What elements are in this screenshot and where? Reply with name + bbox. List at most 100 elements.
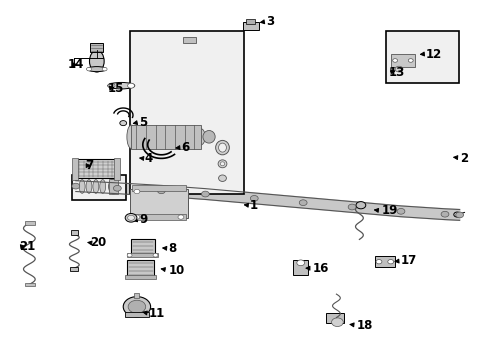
- Circle shape: [157, 188, 165, 194]
- Bar: [245, 19, 254, 24]
- Ellipse shape: [196, 129, 205, 145]
- Text: 12: 12: [425, 48, 441, 60]
- Text: 3: 3: [266, 15, 274, 28]
- Text: 2: 2: [459, 152, 467, 165]
- Ellipse shape: [218, 160, 226, 168]
- Text: 11: 11: [149, 307, 165, 320]
- Circle shape: [387, 260, 393, 264]
- Circle shape: [153, 253, 158, 257]
- Circle shape: [72, 183, 80, 189]
- Bar: [71, 230, 78, 235]
- Circle shape: [440, 211, 448, 217]
- Text: 5: 5: [139, 116, 147, 129]
- Circle shape: [331, 318, 343, 327]
- Bar: [132, 214, 185, 220]
- Ellipse shape: [93, 180, 99, 193]
- Circle shape: [355, 202, 365, 209]
- Ellipse shape: [100, 180, 105, 193]
- Bar: [25, 283, 35, 286]
- Bar: [70, 267, 78, 271]
- Bar: [124, 312, 149, 317]
- Ellipse shape: [127, 125, 136, 148]
- Bar: [127, 260, 154, 277]
- Circle shape: [123, 297, 150, 317]
- Text: 7: 7: [85, 159, 94, 172]
- Circle shape: [86, 67, 91, 71]
- Circle shape: [134, 215, 140, 219]
- Bar: [131, 125, 200, 148]
- Text: 17: 17: [400, 255, 416, 267]
- Ellipse shape: [218, 175, 226, 181]
- Bar: [390, 54, 414, 67]
- Circle shape: [127, 253, 132, 257]
- Bar: [25, 221, 35, 225]
- Text: 9: 9: [139, 213, 147, 226]
- Circle shape: [407, 59, 412, 62]
- Text: 13: 13: [388, 66, 404, 78]
- Ellipse shape: [108, 82, 134, 89]
- Bar: [134, 293, 139, 298]
- Circle shape: [120, 121, 126, 126]
- Bar: [293, 260, 307, 275]
- Ellipse shape: [218, 143, 226, 152]
- Circle shape: [396, 208, 404, 214]
- Circle shape: [250, 195, 258, 201]
- Bar: [90, 43, 103, 52]
- Bar: [114, 158, 120, 180]
- Circle shape: [392, 59, 397, 62]
- Bar: [72, 158, 78, 180]
- Circle shape: [127, 83, 134, 88]
- Circle shape: [394, 66, 402, 72]
- Text: 1: 1: [249, 199, 257, 212]
- Bar: [131, 239, 154, 256]
- Ellipse shape: [108, 179, 118, 194]
- Bar: [76, 159, 116, 178]
- Text: 10: 10: [168, 264, 184, 276]
- Bar: [72, 175, 126, 200]
- Text: 19: 19: [381, 204, 397, 217]
- Bar: [129, 31, 244, 194]
- Circle shape: [375, 260, 381, 264]
- Circle shape: [134, 189, 140, 194]
- Text: 8: 8: [168, 242, 177, 255]
- Text: 18: 18: [356, 319, 372, 332]
- Polygon shape: [76, 181, 459, 220]
- Bar: [243, 22, 258, 30]
- Circle shape: [178, 215, 183, 219]
- Text: 21: 21: [20, 240, 36, 253]
- Text: 20: 20: [90, 237, 106, 249]
- Circle shape: [108, 83, 115, 88]
- Text: 14: 14: [67, 58, 83, 71]
- Text: 15: 15: [107, 82, 123, 95]
- Circle shape: [201, 191, 209, 197]
- Bar: [325, 313, 344, 323]
- Circle shape: [296, 260, 304, 266]
- Bar: [386, 31, 458, 83]
- Ellipse shape: [87, 67, 106, 72]
- Ellipse shape: [86, 180, 92, 193]
- Bar: [127, 253, 158, 257]
- Text: 6: 6: [181, 141, 189, 154]
- Circle shape: [127, 215, 134, 220]
- Circle shape: [128, 300, 145, 313]
- Circle shape: [347, 204, 355, 210]
- Ellipse shape: [215, 140, 229, 155]
- Bar: [374, 256, 394, 267]
- Bar: [108, 179, 118, 194]
- Bar: [125, 275, 156, 279]
- Text: 4: 4: [144, 152, 152, 165]
- Ellipse shape: [79, 180, 85, 193]
- Ellipse shape: [89, 50, 104, 72]
- FancyArrow shape: [172, 41, 181, 45]
- Bar: [183, 37, 195, 43]
- Circle shape: [453, 212, 460, 217]
- Ellipse shape: [220, 162, 224, 166]
- Circle shape: [102, 67, 107, 71]
- Text: 16: 16: [312, 262, 328, 275]
- Circle shape: [113, 185, 121, 191]
- Circle shape: [455, 212, 463, 218]
- Bar: [129, 189, 188, 218]
- Circle shape: [299, 200, 306, 206]
- Bar: [132, 185, 185, 191]
- Circle shape: [125, 213, 137, 222]
